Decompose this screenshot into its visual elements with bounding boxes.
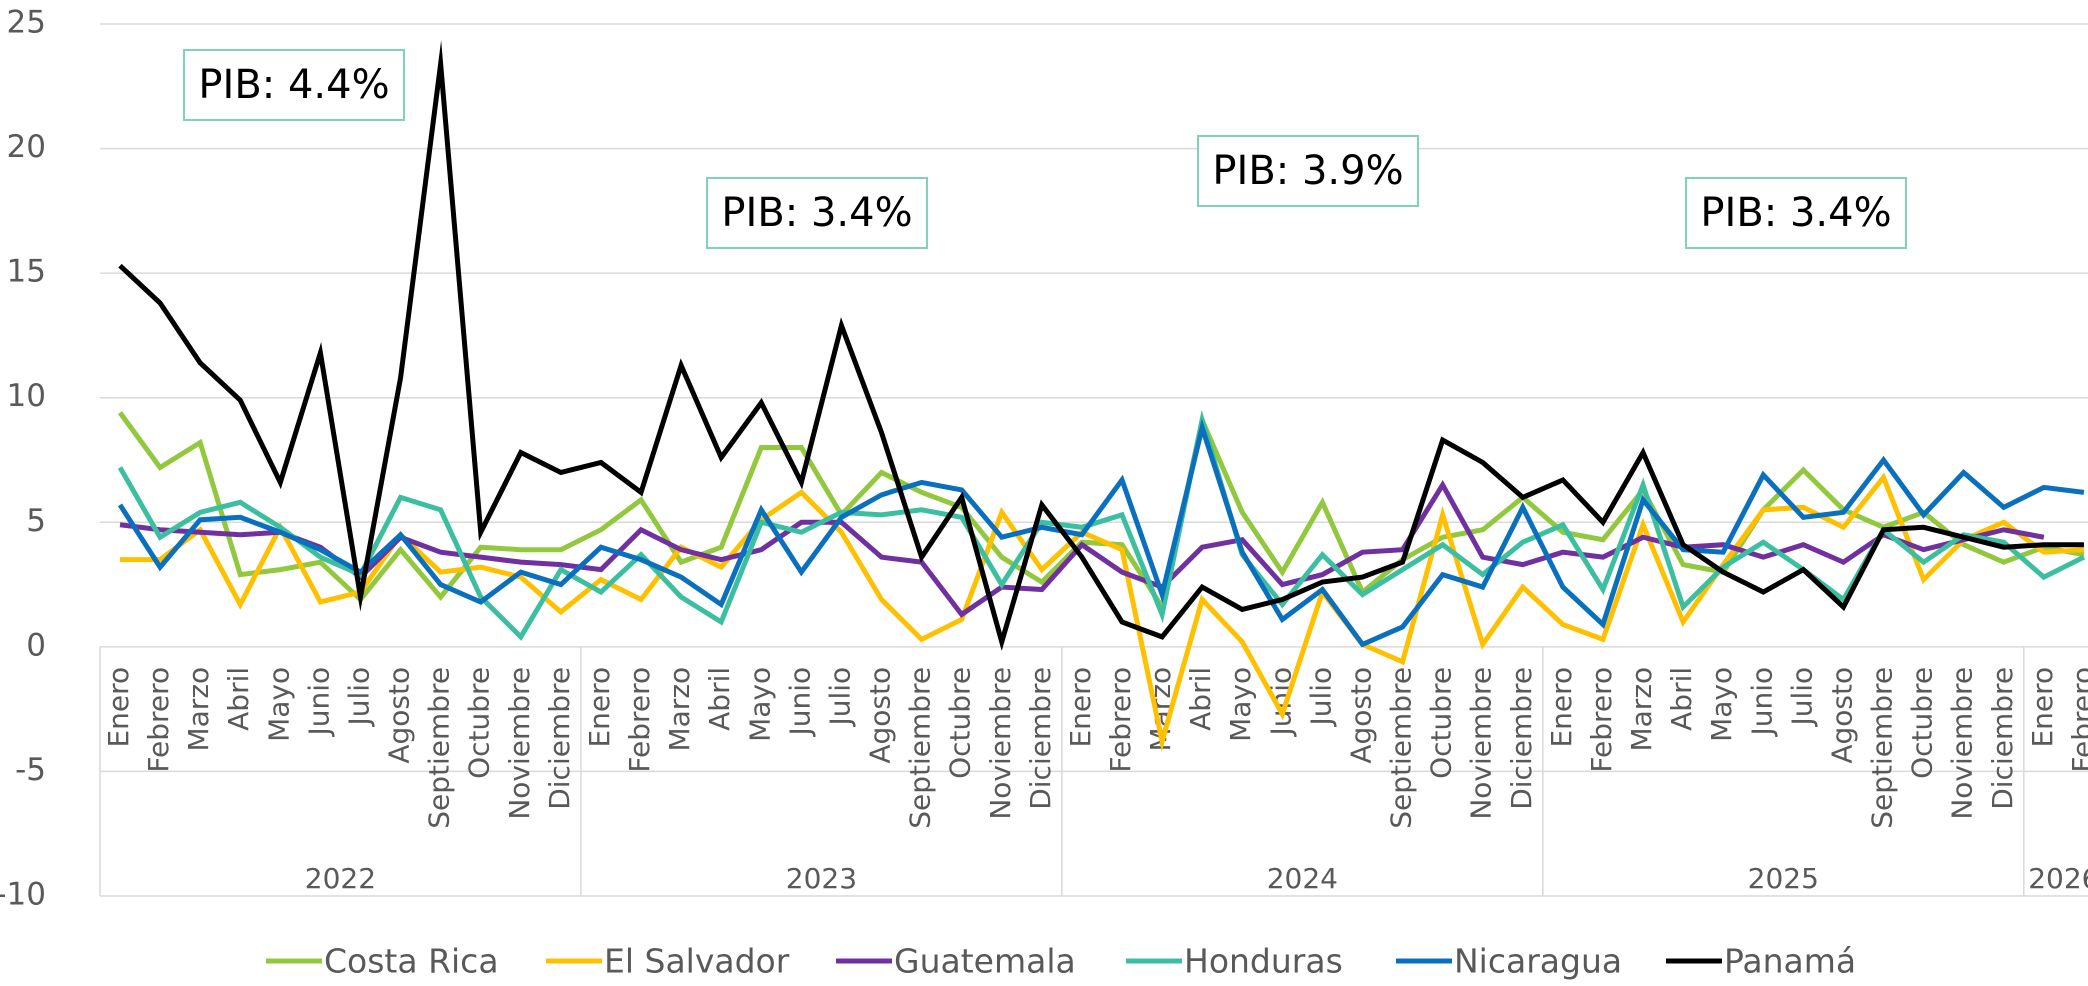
legend-label: Honduras: [1184, 942, 1343, 981]
group-label: 2022: [305, 862, 376, 895]
x-tick-label: Febrero: [623, 667, 656, 773]
x-tick-label: Noviembre: [1465, 667, 1498, 820]
x-tick-label: Enero: [2026, 667, 2059, 748]
x-tick-label: Julio: [1785, 667, 1818, 728]
x-tick-label: Agosto: [383, 667, 416, 764]
x-tick-label: Mayo: [1705, 667, 1738, 742]
x-tick-label: Marzo: [663, 667, 696, 752]
x-tick-label: Noviembre: [503, 667, 536, 820]
x-tick-label: Abril: [703, 667, 736, 731]
y-tick-label: 15: [7, 254, 46, 290]
annotation: PIB: 4.4%: [198, 62, 389, 108]
x-tick-label: Diciembre: [1986, 667, 2019, 810]
group-label: 2024: [1267, 862, 1338, 895]
x-tick-label: Noviembre: [1946, 667, 1979, 820]
series-line: [117, 409, 2086, 641]
x-tick-label: Junio: [302, 667, 335, 738]
x-tick-label: Septiembre: [1866, 667, 1899, 829]
legend-label: Nicaragua: [1454, 942, 1622, 981]
legend-label: Panamá: [1724, 942, 1856, 981]
x-tick-label: Diciembre: [1505, 667, 1538, 810]
y-tick-label: 25: [7, 5, 46, 41]
x-tick-label: Julio: [1304, 667, 1337, 728]
x-tick-label: Febrero: [142, 667, 175, 773]
x-tick-label: Julio: [342, 667, 375, 728]
x-tick-label: Marzo: [1625, 667, 1658, 752]
y-tick-label: 20: [7, 129, 46, 165]
annotation: PIB: 3.4%: [721, 190, 912, 236]
legend-label: Costa Rica: [324, 942, 499, 981]
annotation: PIB: 3.9%: [1212, 148, 1403, 194]
series-line: [117, 418, 2085, 648]
x-tick-label: Abril: [222, 667, 255, 731]
y-tick-label: 5: [26, 503, 46, 539]
x-tick-label: Mayo: [1224, 667, 1257, 742]
x-tick-label: Septiembre: [904, 667, 937, 829]
series-line: [120, 472, 2085, 753]
y-tick-label: 10: [7, 378, 46, 414]
x-tick-label: Septiembre: [1385, 667, 1418, 829]
x-tick-label: Octubre: [463, 667, 496, 779]
x-tick-label: Junio: [1745, 667, 1778, 738]
annotation-box: [1685, 177, 1907, 249]
x-tick-label: Mayo: [743, 667, 776, 742]
legend-label: El Salvador: [604, 942, 790, 981]
x-tick-label: Octubre: [1906, 667, 1939, 779]
group-label: 2025: [1748, 862, 1819, 895]
group-label: 2023: [786, 862, 857, 895]
x-tick-label: Mayo: [262, 667, 295, 742]
y-tick-label: -10: [0, 877, 46, 913]
x-tick-label: Julio: [823, 667, 856, 728]
legend-label: Guatemala: [894, 942, 1076, 981]
x-tick-label: Septiembre: [423, 667, 456, 829]
x-tick-label: Agosto: [1825, 667, 1858, 764]
x-tick-label: Febrero: [2066, 667, 2088, 773]
y-tick-label: 0: [26, 627, 46, 663]
x-tick-label: Junio: [783, 667, 816, 738]
x-tick-label: Enero: [1545, 667, 1578, 748]
annotation-box: [183, 49, 405, 121]
annotation-box: [1197, 135, 1419, 207]
x-tick-label: Febrero: [1585, 667, 1618, 773]
annotation-box: [706, 177, 928, 249]
group-label: 2026: [2028, 862, 2088, 895]
series-line: [118, 40, 2084, 651]
x-tick-label: Agosto: [1344, 667, 1377, 764]
x-tick-label: Enero: [583, 667, 616, 748]
x-tick-label: Febrero: [1104, 667, 1137, 773]
x-tick-label: Abril: [1184, 667, 1217, 731]
x-tick-label: Diciembre: [1024, 667, 1057, 810]
series-line: [119, 479, 2045, 618]
x-tick-label: Enero: [1064, 667, 1097, 748]
y-tick-label: -5: [15, 752, 46, 788]
x-tick-label: Octubre: [1425, 667, 1458, 779]
x-tick-label: Diciembre: [543, 667, 576, 810]
x-tick-label: Agosto: [864, 667, 897, 764]
x-tick-label: Noviembre: [984, 667, 1017, 820]
annotation: PIB: 3.4%: [1700, 190, 1891, 236]
x-tick-label: Enero: [102, 667, 135, 748]
x-tick-label: Abril: [1665, 667, 1698, 731]
x-tick-label: Octubre: [944, 667, 977, 779]
x-tick-label: Marzo: [182, 667, 215, 752]
